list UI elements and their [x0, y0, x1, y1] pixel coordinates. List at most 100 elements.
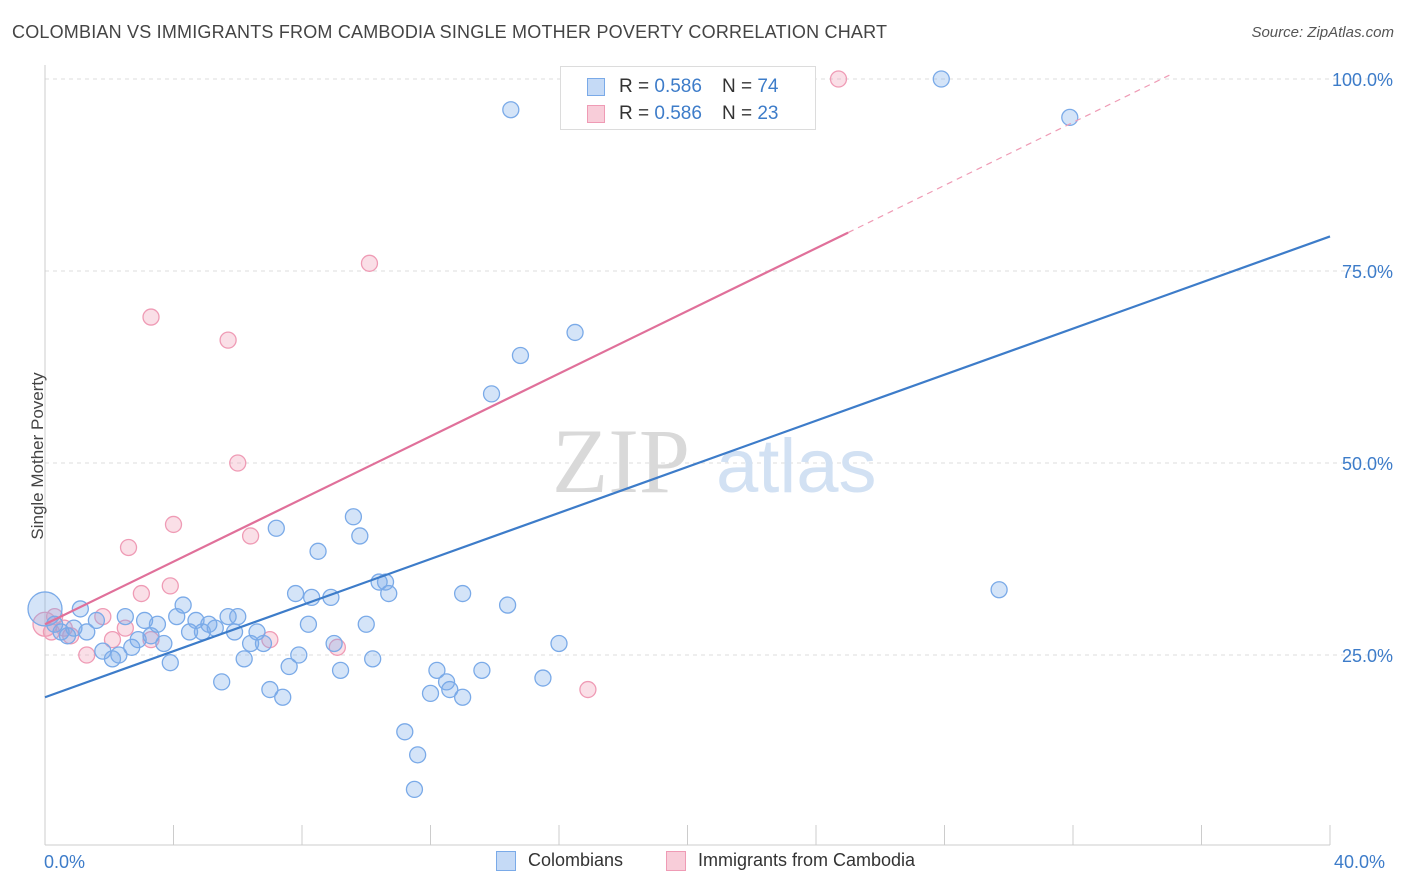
- cambodia-point: [241, 527, 260, 545]
- cambodia-point: [119, 538, 138, 557]
- cambodia-point: [142, 630, 160, 649]
- colombians-point: [453, 688, 472, 706]
- colombians-point: [235, 650, 253, 668]
- cambodia-point: [229, 454, 247, 472]
- colombians-point: [155, 634, 173, 653]
- cambodia-point: [142, 308, 160, 326]
- legend-swatch-colombians: [587, 78, 605, 96]
- colombians-point: [116, 607, 134, 626]
- colombians-point: [161, 654, 179, 672]
- legend-r-label: R =: [619, 76, 650, 97]
- legend-swatch-cambodia: [587, 105, 605, 123]
- colombians-point: [428, 661, 446, 680]
- legend-row-colombians: R = 0.586 N = 74: [587, 75, 778, 99]
- bottom-legend-colombians: Colombians: [496, 850, 623, 871]
- colombians-point: [421, 684, 440, 703]
- colombians-point: [441, 680, 459, 699]
- legend-n-value: 74: [757, 76, 779, 97]
- colombians-point: [290, 646, 308, 664]
- colombians-point: [267, 519, 285, 537]
- colombians-point: [254, 634, 273, 653]
- cambodia-point: [103, 630, 122, 649]
- colombians-point: [990, 581, 1008, 599]
- colombians-point: [65, 619, 83, 637]
- y-tick-label: 25.0%: [1342, 646, 1393, 666]
- bottom-legend-cambodia: Immigrants from Cambodia: [666, 850, 915, 871]
- y-tick-label: 50.0%: [1342, 454, 1393, 474]
- colombians-point: [482, 385, 501, 403]
- colombians-point: [511, 346, 530, 365]
- y-tick-labels: 25.0% 50.0% 75.0% 100.0%: [1332, 70, 1393, 666]
- colombians-trend-line: [44, 235, 1331, 699]
- chart-title: COLOMBIAN VS IMMIGRANTS FROM CAMBODIA SI…: [12, 22, 888, 42]
- cambodia-point: [219, 331, 237, 349]
- legend-row-cambodia: R = 0.586 N = 23: [587, 102, 778, 126]
- colombians-point: [396, 723, 414, 741]
- y-axis-label: Single Mother Poverty: [28, 372, 47, 540]
- axes: [44, 65, 1331, 846]
- colombians-point: [129, 630, 147, 649]
- colombians-point: [213, 673, 231, 691]
- colombians-point: [78, 623, 96, 641]
- legend-n-value: 23: [757, 103, 779, 124]
- bottom-legend-label-cambodia: Immigrants from Cambodia: [698, 850, 916, 870]
- colombians-point: [27, 591, 63, 627]
- cambodia-point: [579, 680, 597, 699]
- scatter-points: [27, 70, 1079, 799]
- y-axis-label-wrap: Single Mother Poverty: [28, 289, 48, 539]
- x-tick-label-min: 0.0%: [44, 852, 86, 872]
- cambodia-point: [132, 584, 151, 603]
- legend-n-label: N =: [721, 76, 753, 97]
- colombians-point: [405, 780, 424, 799]
- colombians-point: [148, 615, 167, 633]
- colombians-point: [325, 634, 343, 653]
- colombians-point: [364, 650, 382, 668]
- watermark-atlas: atlas: [716, 424, 877, 509]
- y-tick-label: 75.0%: [1342, 262, 1393, 282]
- cambodia-point: [164, 515, 183, 534]
- legend-r-value: 0.586: [654, 103, 702, 124]
- colombians-point: [309, 542, 327, 560]
- grid-lines: [45, 78, 1392, 656]
- colombians-point: [351, 527, 369, 545]
- y-tick-label: 100.0%: [1332, 70, 1393, 90]
- colombians-point: [473, 661, 491, 680]
- legend-top: R = 0.586 N = 74 R = 0.586 N = 23: [560, 66, 816, 130]
- watermark-zip: ZIP: [552, 410, 690, 512]
- bottom-legend-swatch-colombians: [496, 850, 516, 871]
- colombians-point: [453, 584, 472, 603]
- colombians-point: [1061, 108, 1079, 127]
- colombians-point: [286, 584, 305, 603]
- colombians-point: [534, 669, 552, 687]
- watermark: ZIP atlas: [552, 410, 877, 512]
- colombians-point: [110, 646, 128, 664]
- x-tick-label-max: 40.0%: [1334, 852, 1386, 872]
- colombians-point: [357, 615, 375, 633]
- colombians-point: [932, 70, 950, 88]
- colombians-point: [280, 657, 298, 676]
- colombians-point: [380, 584, 398, 603]
- cambodia-point: [829, 70, 848, 88]
- colombians-point: [299, 615, 318, 633]
- legend-n-label: N =: [721, 103, 753, 124]
- colombians-point: [408, 746, 427, 764]
- colombians-point: [502, 101, 520, 119]
- colombians-point: [274, 688, 292, 706]
- cambodia-trend-extension: [847, 74, 1170, 234]
- legend-r-label: R =: [619, 103, 650, 124]
- colombians-point: [498, 596, 517, 614]
- bottom-legend-label-colombians: Colombians: [528, 850, 624, 870]
- source-label: Source: ZipAtlas.com: [1251, 24, 1394, 41]
- colombians-point: [344, 508, 363, 526]
- colombians-point: [219, 607, 237, 626]
- colombians-point: [87, 611, 106, 630]
- colombians-point: [261, 680, 279, 699]
- cambodia-point: [360, 254, 379, 272]
- colombians-point: [229, 607, 247, 626]
- legend-r-value: 0.586: [654, 76, 702, 97]
- bottom-legend-swatch-cambodia: [666, 850, 686, 871]
- colombians-point: [135, 611, 154, 630]
- cambodia-point: [161, 577, 179, 595]
- colombians-point: [174, 596, 192, 614]
